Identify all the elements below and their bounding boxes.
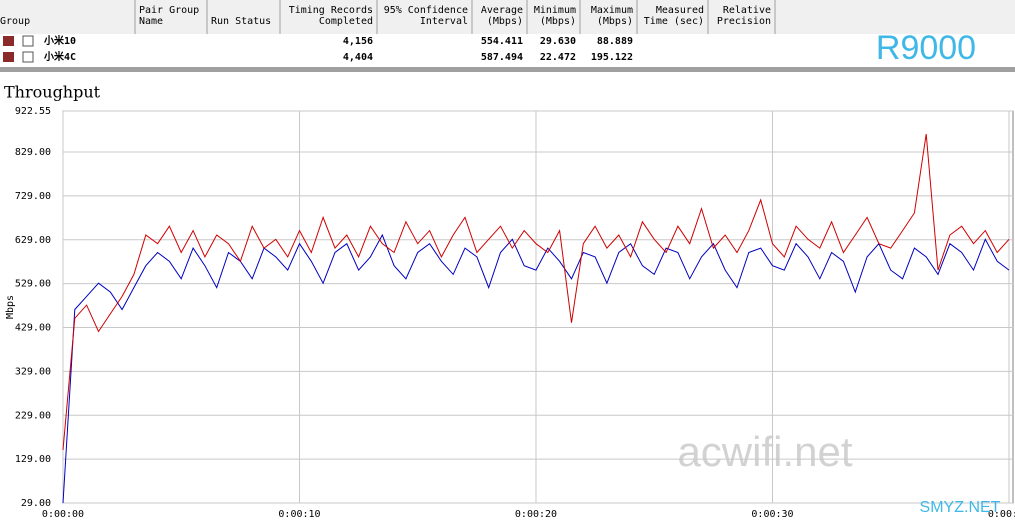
expand-button [22,51,34,63]
cell: 88.889 [597,36,633,47]
column-header: Group [0,16,30,27]
column-header: Name [139,16,163,27]
y-tick-label: 629.00 [15,235,51,246]
x-tick-label: 0:00:20 [515,509,557,520]
y-tick-label: 729.00 [15,191,51,202]
cell: 587.494 [481,52,523,63]
y-tick-label: 129.00 [15,454,51,465]
cell: 195.122 [591,52,633,63]
series-line [62,134,1010,450]
column-header: Timing Records [289,5,373,16]
column-header: Time (sec) [644,16,704,27]
group-name: 小米10 [43,34,76,47]
column-header: Precision [717,16,771,27]
watermark: R9000 [876,29,976,67]
cell: 29.630 [540,36,576,47]
column-header: (Mbps) [540,16,576,27]
cell: 4,156 [343,36,373,47]
cell: 554.411 [481,36,523,47]
pair-icon [3,36,14,46]
watermark: acwifi.net [677,428,852,475]
x-tick-label: 0:00:10 [278,509,320,520]
table-header [0,0,1015,34]
splitter [0,67,1015,72]
column-header: Relative [723,5,771,16]
y-tick-label: 922.55 [15,106,51,117]
y-tick-label: 829.00 [15,147,51,158]
y-tick-label: 429.00 [15,323,51,334]
column-header: Average [481,5,523,16]
column-header: (Mbps) [597,16,633,27]
group-name: 小米4C [43,50,76,63]
column-header: Measured [656,5,704,16]
watermark: SMYZ.NET [920,499,1001,516]
series-line [62,233,1010,504]
pair-icon [3,52,14,62]
column-header: 95% Confidence [384,5,468,16]
y-axis-label: Mbps [5,295,16,319]
column-header: Maximum [591,5,633,16]
column-header: (Mbps) [487,16,523,27]
chart-title: Throughput [4,83,101,102]
x-tick-label: 0:00:30 [751,509,793,520]
y-tick-label: 29.00 [21,498,51,509]
y-tick-label: 229.00 [15,410,51,421]
column-header: Minimum [534,5,576,16]
y-tick-label: 529.00 [15,279,51,290]
plot-area [62,110,1014,504]
column-header: Run Status [211,16,271,27]
expand-button [22,35,34,47]
column-header: Interval [420,16,468,27]
y-tick-label: 329.00 [15,366,51,377]
cell: 4,404 [343,52,373,63]
cell: 22.472 [540,52,576,63]
x-tick-label: 0:00:40 [988,509,1015,520]
column-header: Pair Group [139,5,199,16]
column-header: Completed [319,16,373,27]
x-tick-label: 0:00:00 [42,509,84,520]
